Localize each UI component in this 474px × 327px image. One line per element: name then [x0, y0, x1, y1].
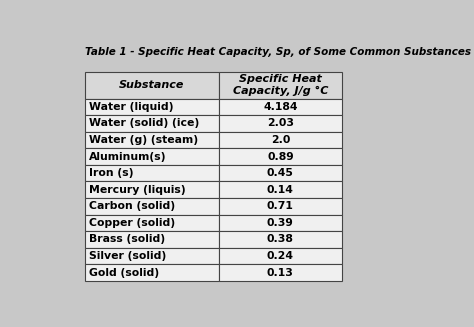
- Text: Iron (s): Iron (s): [90, 168, 134, 178]
- Bar: [85, 132, 219, 148]
- Bar: [85, 115, 219, 132]
- Text: 0.39: 0.39: [267, 218, 294, 228]
- Text: 0.14: 0.14: [267, 185, 294, 195]
- Text: Carbon (solid): Carbon (solid): [90, 201, 175, 211]
- Bar: [219, 165, 342, 181]
- Text: Copper (solid): Copper (solid): [90, 218, 175, 228]
- Text: Gold (solid): Gold (solid): [90, 268, 159, 278]
- Bar: [219, 248, 342, 264]
- Text: 2.0: 2.0: [271, 135, 290, 145]
- Text: 0.71: 0.71: [267, 201, 294, 211]
- Bar: [219, 231, 342, 248]
- Bar: [85, 248, 219, 264]
- Text: 2.03: 2.03: [267, 118, 294, 129]
- Text: Table 1 - Specific Heat Capacity, Sp, of Some Common Substances: Table 1 - Specific Heat Capacity, Sp, of…: [85, 47, 471, 57]
- Text: Substance: Substance: [119, 80, 184, 90]
- Bar: [219, 215, 342, 231]
- Bar: [219, 72, 342, 98]
- Text: Silver (solid): Silver (solid): [90, 251, 167, 261]
- Bar: [219, 98, 342, 115]
- Bar: [85, 148, 219, 165]
- Text: Water (liquid): Water (liquid): [90, 102, 174, 112]
- Text: Brass (solid): Brass (solid): [90, 234, 165, 245]
- Text: Aluminum(s): Aluminum(s): [90, 151, 167, 162]
- Text: 0.13: 0.13: [267, 268, 294, 278]
- Bar: [85, 215, 219, 231]
- Text: Specific Heat
Capacity, J/g °C: Specific Heat Capacity, J/g °C: [233, 75, 328, 96]
- Bar: [85, 72, 219, 98]
- Bar: [219, 148, 342, 165]
- Bar: [219, 264, 342, 281]
- Bar: [219, 115, 342, 132]
- Bar: [219, 181, 342, 198]
- Text: 0.24: 0.24: [267, 251, 294, 261]
- Bar: [85, 98, 219, 115]
- Bar: [85, 264, 219, 281]
- Text: Mercury (liquis): Mercury (liquis): [90, 185, 186, 195]
- Text: 4.184: 4.184: [263, 102, 298, 112]
- Text: 0.45: 0.45: [267, 168, 294, 178]
- Bar: [85, 198, 219, 215]
- Bar: [219, 198, 342, 215]
- Bar: [85, 181, 219, 198]
- Bar: [219, 132, 342, 148]
- Bar: [85, 165, 219, 181]
- Bar: [85, 231, 219, 248]
- Text: 0.38: 0.38: [267, 234, 294, 245]
- Text: Water (solid) (ice): Water (solid) (ice): [90, 118, 200, 129]
- Text: Water (g) (steam): Water (g) (steam): [90, 135, 199, 145]
- Text: 0.89: 0.89: [267, 151, 294, 162]
